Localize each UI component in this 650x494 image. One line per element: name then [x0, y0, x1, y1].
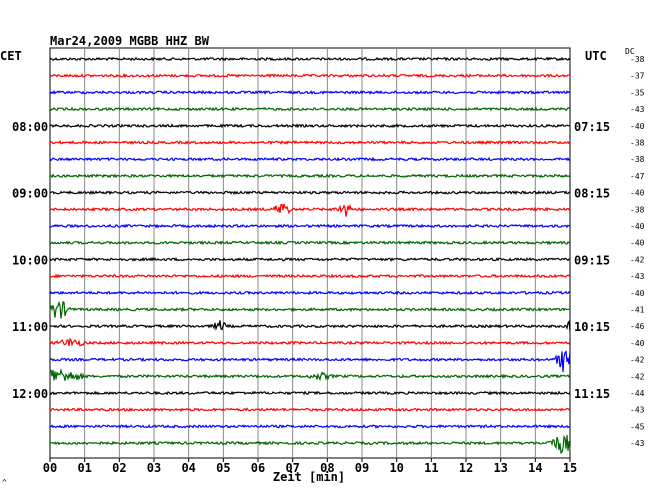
x-tick-label: 07 [285, 461, 299, 475]
dc-value: -40 [630, 289, 645, 298]
corner-mark: ^ [2, 478, 7, 487]
x-tick-label: 12 [459, 461, 473, 475]
seismic-trace [49, 423, 571, 430]
seismic-trace [49, 89, 571, 95]
dc-value: -40 [630, 239, 645, 248]
seismic-trace [49, 203, 571, 217]
x-tick-label: 04 [181, 461, 195, 475]
x-tick-label: 03 [147, 461, 161, 475]
right-hour-label: 11:15 [574, 387, 610, 401]
dc-value: -38 [630, 155, 645, 164]
seismic-trace [49, 189, 571, 196]
seismic-trace [49, 123, 571, 129]
seismic-trace [49, 273, 571, 279]
dc-value: -42 [630, 356, 645, 365]
right-hour-label: 07:15 [574, 120, 610, 134]
dc-value: -40 [630, 122, 645, 131]
seismic-trace [49, 350, 571, 373]
dc-value: -43 [630, 439, 645, 448]
x-tick-label: 05 [216, 461, 230, 475]
right-hour-label: 09:15 [574, 253, 610, 267]
x-tick-label: 13 [493, 461, 507, 475]
left-hour-label: 12:00 [12, 387, 48, 401]
dc-value: -38 [630, 205, 645, 214]
seismic-trace [49, 337, 571, 347]
seismic-trace [49, 56, 571, 62]
dc-label: DC [625, 47, 635, 56]
x-tick-label: 02 [112, 461, 126, 475]
dc-value: -42 [630, 372, 645, 381]
x-tick-label: 10 [389, 461, 403, 475]
seismic-trace [49, 73, 571, 79]
seismic-trace [49, 434, 571, 455]
dc-value: -42 [630, 255, 645, 264]
left-hour-label: 09:00 [12, 187, 48, 201]
seismic-trace [49, 300, 571, 319]
left-hour-label: 11:00 [12, 320, 48, 334]
left-timezone-label: CET [0, 49, 22, 63]
right-hour-label: 08:15 [574, 187, 610, 201]
left-hour-label: 10:00 [12, 253, 48, 267]
dc-value: -40 [630, 189, 645, 198]
x-tick-label: 09 [355, 461, 369, 475]
x-tick-label: 08 [320, 461, 334, 475]
seismic-trace [49, 240, 571, 246]
seismic-trace [49, 140, 570, 146]
seismic-trace [49, 290, 571, 296]
dc-value: -37 [630, 72, 645, 81]
dc-value: -43 [630, 272, 645, 281]
dc-value: -41 [630, 306, 645, 315]
seismic-trace [49, 223, 570, 229]
seismic-trace [49, 106, 571, 112]
x-tick-label: 15 [563, 461, 577, 475]
dc-value: -38 [630, 139, 645, 148]
dc-value: -44 [630, 389, 645, 398]
dc-value: -38 [630, 55, 645, 64]
seismic-trace [49, 319, 571, 332]
x-tick-label: 11 [424, 461, 438, 475]
chart-title: Mar24,2009 MGBB HHZ BW [50, 34, 209, 48]
right-timezone-label: UTC [585, 49, 607, 63]
dc-value: -43 [630, 406, 645, 415]
dc-value: -35 [630, 88, 645, 97]
x-tick-label: 06 [251, 461, 265, 475]
dc-value: -45 [630, 422, 645, 431]
x-axis-label: Zeit [min] [272, 470, 346, 484]
seismic-trace [49, 367, 571, 382]
right-hour-label: 10:15 [574, 320, 610, 334]
dc-value: -46 [630, 322, 645, 331]
x-tick-label: 01 [77, 461, 91, 475]
plot-frame [49, 47, 571, 459]
dc-value: -40 [630, 222, 645, 231]
x-tick-label: 14 [528, 461, 542, 475]
seismic-trace [49, 407, 571, 413]
dc-value: -43 [630, 105, 645, 114]
left-hour-label: 08:00 [12, 120, 48, 134]
seismic-trace [49, 390, 571, 396]
seismic-trace [49, 173, 571, 179]
dc-value: -47 [630, 172, 645, 181]
seismic-trace [49, 156, 571, 162]
dc-value: -40 [630, 339, 645, 348]
x-tick-label: 00 [43, 461, 57, 475]
seismic-trace [49, 256, 571, 262]
